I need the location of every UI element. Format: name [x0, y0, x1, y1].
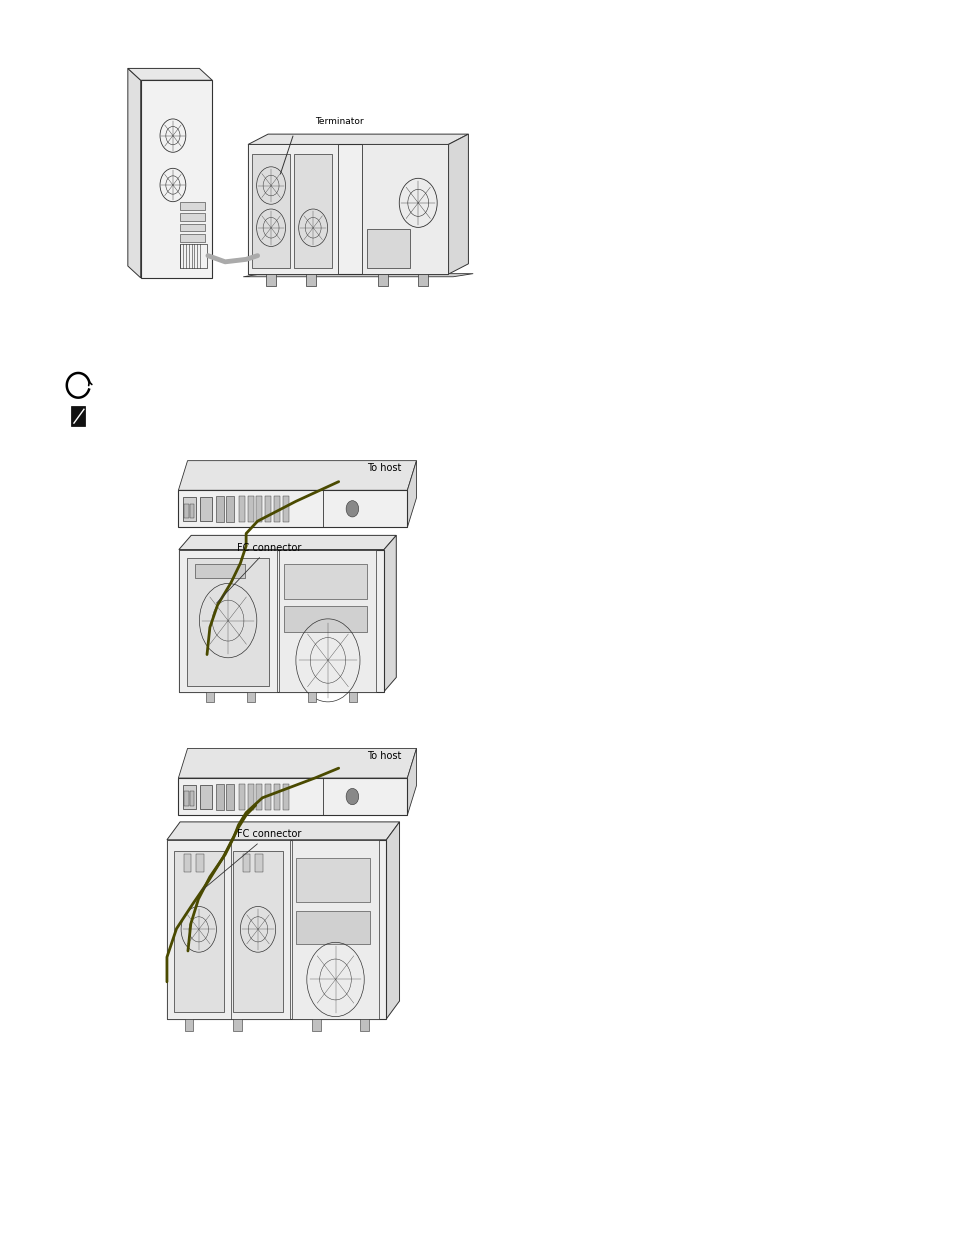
Circle shape	[346, 500, 358, 517]
Bar	[233, 1019, 241, 1031]
Bar	[190, 792, 194, 805]
Bar	[173, 851, 224, 1011]
Bar	[366, 228, 409, 268]
Bar	[216, 784, 224, 810]
Bar	[233, 851, 283, 1011]
Bar	[178, 550, 383, 692]
Bar	[292, 840, 378, 1019]
Bar	[282, 784, 288, 810]
Circle shape	[346, 788, 358, 805]
Text: FC connector: FC connector	[216, 543, 300, 603]
Bar	[226, 496, 233, 522]
Polygon shape	[448, 135, 468, 274]
Bar	[180, 235, 205, 242]
Bar	[200, 496, 212, 521]
Text: To host: To host	[367, 751, 401, 761]
Bar	[308, 692, 316, 701]
Bar	[246, 692, 254, 701]
Bar	[282, 496, 288, 522]
Bar	[274, 784, 279, 810]
Bar	[195, 563, 244, 578]
Bar	[248, 496, 253, 522]
Bar	[312, 1019, 320, 1031]
Bar	[255, 855, 263, 872]
Polygon shape	[248, 135, 468, 144]
Bar	[183, 855, 191, 872]
Bar	[306, 274, 315, 285]
Bar	[180, 224, 205, 231]
Bar	[183, 496, 195, 521]
Bar	[256, 496, 262, 522]
Polygon shape	[407, 461, 416, 527]
Bar	[294, 153, 332, 268]
Bar	[248, 784, 253, 810]
Bar	[226, 784, 233, 810]
Bar	[71, 406, 86, 426]
Bar	[349, 692, 357, 701]
Bar	[141, 80, 212, 278]
Bar	[180, 245, 207, 268]
Polygon shape	[383, 536, 395, 692]
Bar	[239, 496, 245, 522]
Bar	[252, 153, 290, 268]
Bar	[296, 857, 370, 903]
Bar	[265, 496, 271, 522]
Bar	[178, 550, 277, 692]
Bar	[417, 274, 428, 285]
Bar	[248, 144, 448, 274]
Text: FC connector: FC connector	[202, 830, 300, 890]
Polygon shape	[178, 536, 395, 550]
Bar	[190, 504, 194, 519]
Polygon shape	[386, 823, 399, 1019]
Polygon shape	[128, 68, 141, 278]
Bar	[279, 550, 376, 692]
Bar	[205, 692, 213, 701]
Bar	[265, 784, 271, 810]
Bar	[178, 778, 407, 815]
Bar	[284, 563, 366, 599]
Bar	[183, 784, 195, 809]
Polygon shape	[178, 748, 416, 778]
Bar	[180, 201, 205, 210]
Bar	[184, 792, 189, 805]
Bar	[243, 855, 251, 872]
Bar	[256, 784, 262, 810]
Bar	[187, 558, 269, 685]
Bar	[377, 274, 388, 285]
Bar	[196, 855, 204, 872]
Polygon shape	[178, 461, 416, 490]
Bar	[216, 496, 224, 522]
Bar	[239, 784, 245, 810]
Polygon shape	[243, 274, 473, 277]
Bar	[167, 840, 386, 1019]
Bar	[184, 1019, 193, 1031]
Bar	[362, 144, 448, 274]
Bar	[284, 606, 366, 632]
Bar	[167, 840, 290, 1019]
Bar	[266, 274, 275, 285]
Bar	[200, 784, 212, 809]
Polygon shape	[407, 748, 416, 815]
Polygon shape	[128, 68, 212, 80]
Text: To host: To host	[367, 463, 401, 473]
Bar	[184, 504, 189, 519]
Bar	[180, 212, 205, 221]
Bar	[296, 911, 370, 944]
Bar	[248, 144, 337, 274]
Bar	[359, 1019, 369, 1031]
Text: Terminator: Terminator	[314, 117, 363, 126]
Bar	[178, 490, 407, 527]
Bar	[274, 496, 279, 522]
Polygon shape	[167, 823, 399, 840]
